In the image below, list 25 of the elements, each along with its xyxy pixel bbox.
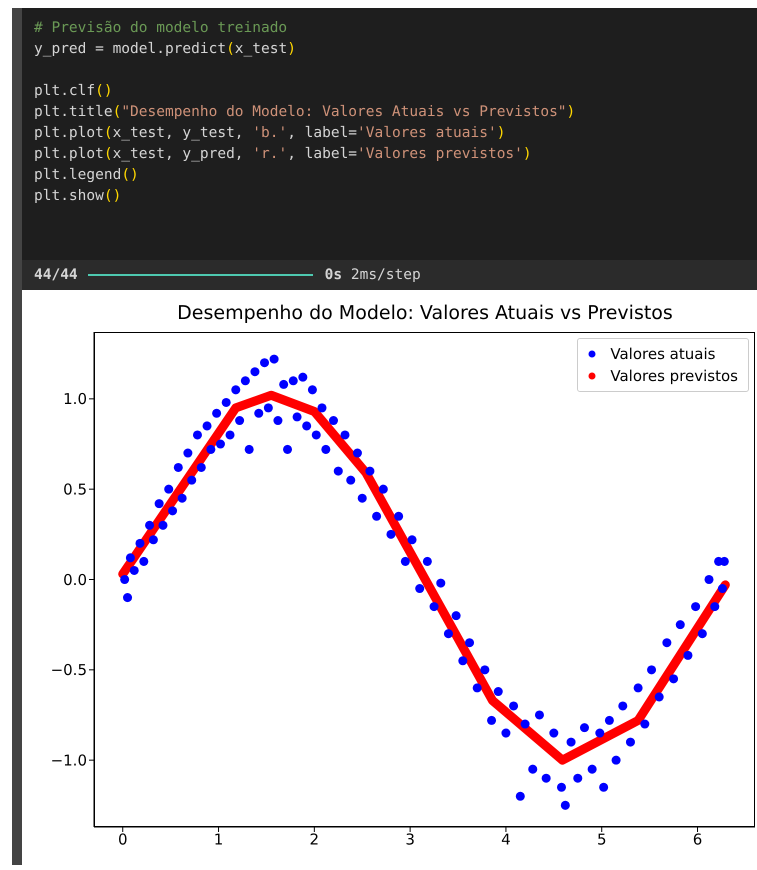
text: plt.plot(x_test, y_pred, 'r.', label='Valores previstos'): [34, 146, 532, 162]
chart-title: Desempenho do Modelo: Valores Atuais vs Previstos: [176, 302, 674, 324]
text: plt.clf(): [34, 83, 113, 99]
legend-label: Valores previstos: [610, 366, 738, 387]
y-tick-label: 0.5: [63, 480, 87, 498]
legend-label: Valores atuais: [610, 344, 716, 365]
x-tick-label: 1: [214, 830, 224, 849]
text: y_pred = model.predict(x_test): [34, 41, 296, 57]
x-tick-label: 3: [405, 830, 415, 849]
y-tick-label: 0.0: [63, 570, 87, 589]
x-tick-label: 5: [596, 830, 606, 849]
x-tick-label: 4: [501, 830, 511, 849]
text: plt.plot(x_test, y_test, 'b.', label='Valores atuais'): [34, 125, 506, 141]
text: 0s 2ms/step: [324, 267, 421, 283]
text: plt.show(): [34, 188, 122, 204]
text: # Previsão do modelo treinado: [34, 19, 288, 38]
x-tick-label: 0: [118, 830, 128, 849]
x-tick-label: 2: [310, 830, 320, 849]
text: plt.legend(): [34, 167, 139, 183]
y-tick-label: −0.5: [50, 661, 87, 680]
text: 44/44: [34, 267, 78, 283]
y-tick-label: 1.0: [63, 390, 87, 408]
text: plt.title("Desempenho do Modelo: Valores Atuais vs Previstos"): [34, 104, 576, 120]
x-tick-label: 6: [692, 830, 702, 849]
y-tick-label: −1.0: [50, 751, 87, 770]
